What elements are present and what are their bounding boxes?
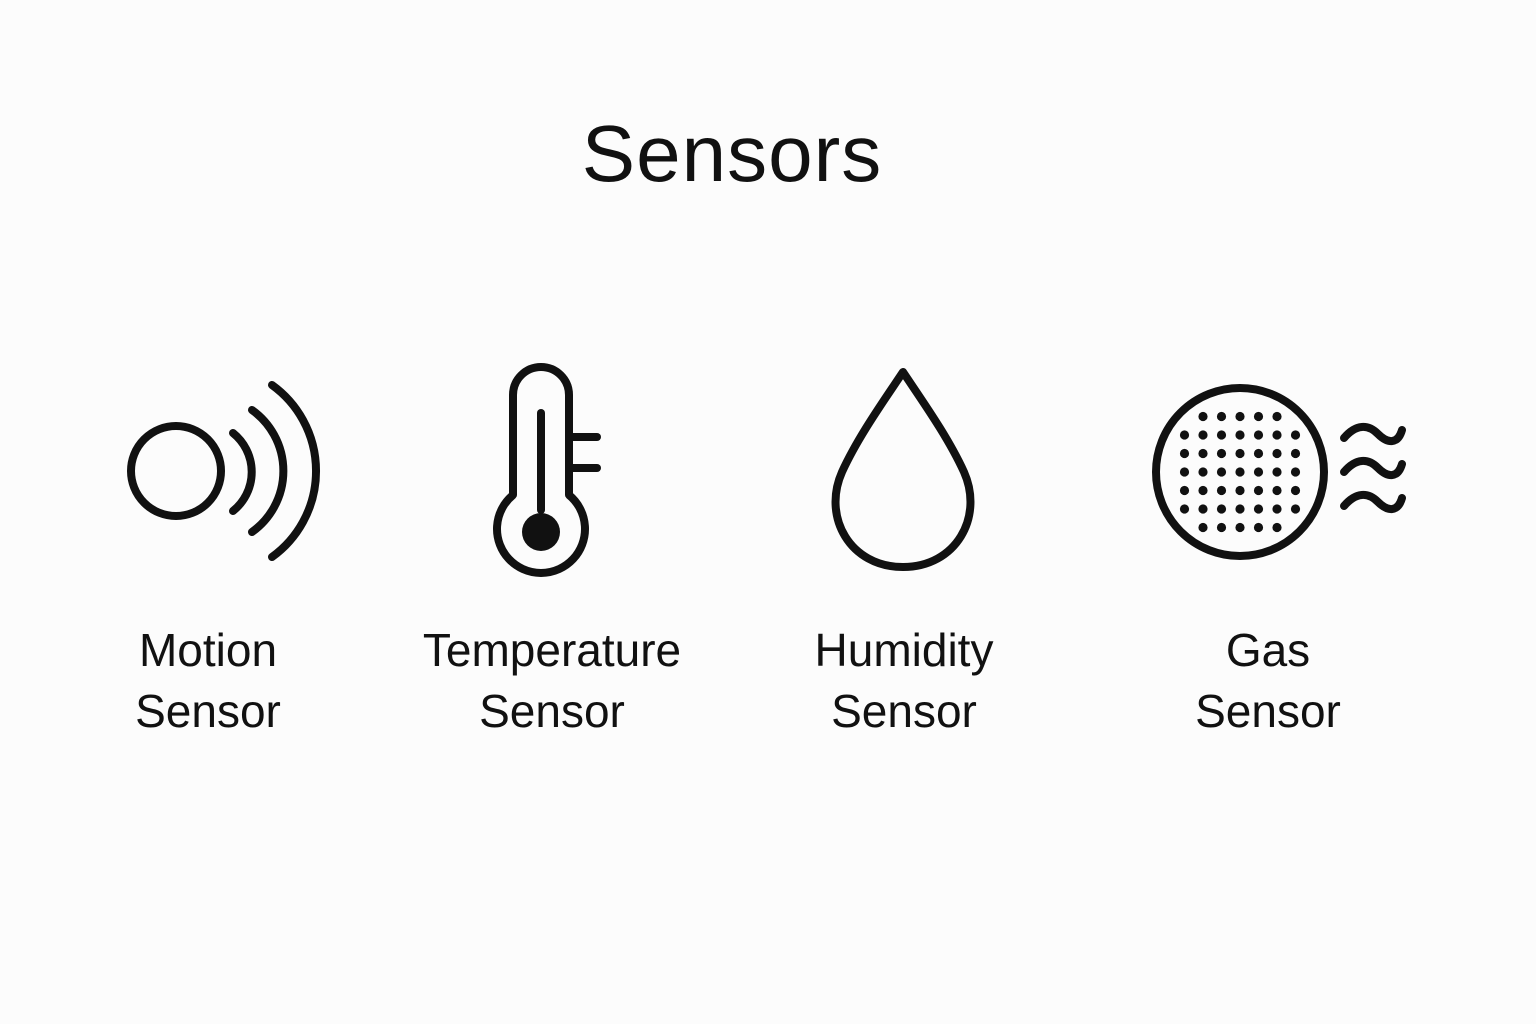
gas-dot [1198, 430, 1208, 440]
sensor-label-line2: Sensor [479, 685, 625, 737]
gas-dot [1272, 504, 1282, 514]
gas-dot [1235, 430, 1245, 440]
gas-dot [1198, 467, 1208, 477]
gas-dot [1216, 430, 1227, 440]
gas-dot [1272, 522, 1282, 533]
gas-dot [1290, 504, 1301, 514]
gas-dot [1272, 430, 1282, 440]
gas-dot [1253, 485, 1264, 496]
sensor-label-line2: Sensor [1195, 685, 1341, 737]
thermometer-icon [493, 363, 601, 577]
sensor-label-line2: Sensor [831, 685, 977, 737]
gas-dot [1179, 467, 1190, 477]
gas-dot [1179, 430, 1190, 440]
gas-dot [1253, 467, 1264, 477]
gas-dot [1198, 411, 1208, 422]
gas-dot [1272, 411, 1282, 422]
gas-dot [1253, 504, 1264, 514]
gas-dot [1216, 522, 1227, 533]
sensor-label-temperature: Temperature Sensor [392, 620, 712, 742]
gas-dot [1198, 448, 1208, 459]
gas-dot [1290, 467, 1301, 477]
gas-dot [1253, 448, 1264, 459]
sensor-label-line1: Humidity [814, 624, 994, 676]
gas-dot [1272, 485, 1282, 496]
gas-dot [1235, 522, 1245, 533]
sensor-label-line1: Motion [138, 624, 278, 676]
sensor-label-gas: Gas Sensor [1118, 620, 1418, 742]
gas-dot [1179, 448, 1190, 459]
gas-dot [1216, 448, 1227, 459]
gas-dot [1216, 411, 1227, 422]
sensor-label-line2: Sensor [135, 685, 281, 737]
sensor-label-motion: Motion Sensor [58, 620, 358, 742]
gas-dot [1290, 485, 1301, 496]
gas-dot [1235, 448, 1245, 459]
gas-dot [1216, 504, 1227, 514]
sensor-label-line1: Temperature [422, 624, 682, 676]
gas-dot [1253, 430, 1264, 440]
gas-dot [1253, 411, 1264, 422]
water-drop-icon [831, 368, 975, 571]
gas-dot [1253, 522, 1264, 533]
gas-dot [1179, 504, 1190, 514]
gas-dot [1290, 430, 1301, 440]
sensor-label-line1: Gas [1225, 624, 1311, 676]
gas-dot [1235, 504, 1245, 514]
sensor-label-humidity: Humidity Sensor [754, 620, 1054, 742]
gas-dot [1235, 411, 1245, 422]
gas-dot [1272, 467, 1282, 477]
gas-dot [1198, 522, 1208, 533]
motion-sensor-icon [127, 381, 321, 561]
gas-dot [1216, 485, 1227, 496]
gas-dot [1290, 448, 1301, 459]
gas-dot [1198, 485, 1208, 496]
gas-dot [1235, 485, 1245, 496]
gas-dot [1198, 504, 1208, 514]
gas-dot [1216, 467, 1227, 477]
page-title: Sensors [581, 109, 883, 198]
gas-dot [1272, 448, 1282, 459]
gas-sensor-icon [1152, 384, 1406, 560]
gas-dot [1179, 485, 1190, 496]
gas-dot [1235, 467, 1245, 477]
